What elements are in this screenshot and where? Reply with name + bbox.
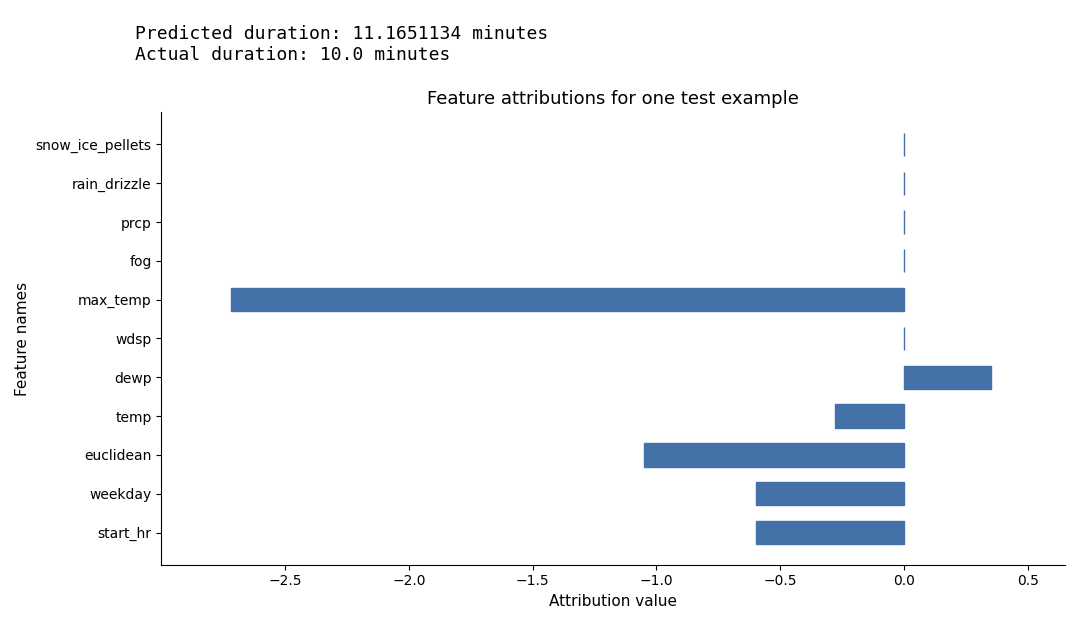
Text: Predicted duration: 11.1651134 minutes
Actual duration: 10.0 minutes: Predicted duration: 11.1651134 minutes A… <box>135 25 549 64</box>
Bar <box>231 288 904 311</box>
Bar <box>756 521 904 544</box>
X-axis label: Attribution value: Attribution value <box>549 594 677 609</box>
Bar <box>644 443 904 467</box>
Title: Feature attributions for one test example: Feature attributions for one test exampl… <box>428 90 799 108</box>
Bar <box>904 366 990 389</box>
Y-axis label: Feature names: Feature names <box>15 281 30 396</box>
Bar <box>756 482 904 505</box>
Bar <box>835 404 904 427</box>
